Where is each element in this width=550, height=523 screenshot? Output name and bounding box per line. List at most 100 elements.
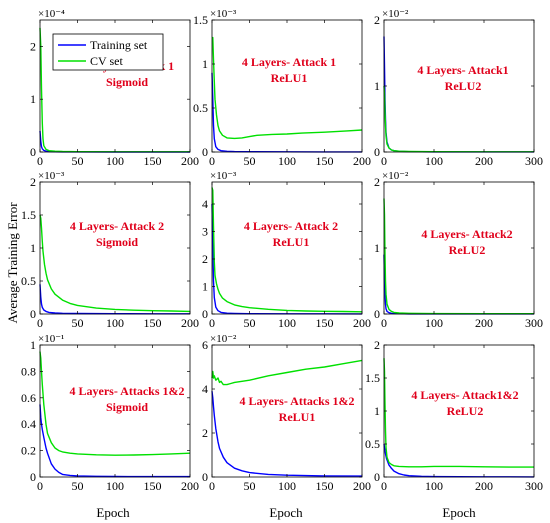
y-axis-label: Average Training Error bbox=[5, 202, 20, 324]
training-series-line bbox=[211, 391, 363, 477]
y-tick-label: 0.6 bbox=[21, 391, 36, 405]
training-series-line bbox=[383, 443, 535, 478]
x-tick-label: 50 bbox=[72, 479, 84, 493]
y-tick-label: 1 bbox=[202, 57, 208, 71]
y-tick-label: 1 bbox=[30, 92, 36, 106]
panel-annotation: 4 Layers- Attack 1 bbox=[242, 55, 336, 69]
y-exponent-label: ×10⁻² bbox=[382, 170, 409, 182]
y-tick-label: 0 bbox=[202, 470, 208, 484]
x-tick-label: 0 bbox=[381, 316, 387, 330]
x-tick-label: 150 bbox=[144, 154, 162, 168]
y-tick-label: 0.2 bbox=[21, 444, 36, 458]
y-tick-label: 1 bbox=[30, 338, 36, 352]
x-tick-label: 50 bbox=[72, 316, 84, 330]
y-tick-label: 1 bbox=[374, 79, 380, 93]
subplot-1-2: 0 50 100 150 200 0 0.5 1 1.5 ×10⁻³ 4 Layers- Attac… bbox=[193, 8, 371, 168]
legend: Training set CV set bbox=[52, 33, 164, 71]
x-tick-label: 200 bbox=[475, 479, 493, 493]
panel-annotation: 4 Layers- Attack2 bbox=[421, 227, 512, 241]
y-tick-label: 1 bbox=[202, 280, 208, 294]
y-tick-label: 0 bbox=[374, 307, 380, 321]
y-tick-label: 2 bbox=[202, 252, 208, 266]
x-tick-label: 200 bbox=[181, 154, 199, 168]
legend-training-label: Training set bbox=[90, 38, 148, 52]
plot-area bbox=[40, 182, 190, 314]
panel-annotation: 4 Layers- Attack 2 bbox=[244, 219, 338, 233]
plot-area bbox=[212, 20, 362, 152]
x-tick-label: 200 bbox=[181, 316, 199, 330]
y-tick-label: 0 bbox=[374, 145, 380, 159]
x-tick-label: 100 bbox=[425, 479, 443, 493]
training-series-line bbox=[39, 404, 190, 478]
subplot-1-3: 0 100 200 300 0 1 2 ×10⁻² 4 Layers- Attack1 ReLU2 bbox=[374, 8, 543, 168]
legend-box bbox=[52, 33, 164, 71]
panel-annotation: Sigmoid bbox=[96, 235, 138, 249]
panel-annotation: ReLU1 bbox=[273, 235, 310, 249]
panel-annotation: 4 Layers- Attack1 bbox=[417, 63, 508, 77]
x-axis-label-col3: Epoch bbox=[442, 505, 476, 520]
x-tick-label: 50 bbox=[244, 479, 256, 493]
cv-series-line bbox=[39, 351, 191, 456]
panel-annotation: ReLU1 bbox=[279, 410, 316, 424]
y-tick-label: 1.5 bbox=[193, 13, 208, 27]
x-tick-label: 300 bbox=[525, 479, 543, 493]
legend-cv-label: CV set bbox=[90, 54, 123, 68]
cv-series-line bbox=[39, 214, 191, 313]
x-tick-label: 150 bbox=[144, 479, 162, 493]
y-tick-label: 1.5 bbox=[21, 208, 36, 222]
y-exponent-label: ×10⁻³ bbox=[210, 170, 237, 182]
y-tick-label: 2 bbox=[30, 39, 36, 53]
y-tick-label: 1 bbox=[374, 404, 380, 418]
y-tick-label: 0.5 bbox=[365, 437, 380, 451]
y-tick-label: 0 bbox=[202, 307, 208, 321]
y-tick-label: 0 bbox=[374, 470, 380, 484]
subplot-2-1: 0 50 100 150 200 0 0.5 1 1.5 2 ×10⁻³ 4 Layers- Atta… bbox=[21, 170, 199, 330]
y-tick-label: 6 bbox=[202, 338, 208, 352]
y-tick-label: 0.5 bbox=[21, 274, 36, 288]
panel-annotation: ReLU2 bbox=[447, 404, 484, 418]
cv-series-line bbox=[211, 187, 363, 313]
x-tick-label: 50 bbox=[72, 154, 84, 168]
x-tick-label: 150 bbox=[316, 154, 334, 168]
y-tick-label: 1 bbox=[374, 241, 380, 255]
x-tick-label: 100 bbox=[425, 316, 443, 330]
x-tick-label: 50 bbox=[244, 316, 256, 330]
x-tick-label: 200 bbox=[181, 479, 199, 493]
y-tick-label: 0 bbox=[30, 470, 36, 484]
x-tick-label: 300 bbox=[525, 154, 543, 168]
subplot-3-1: 0 50 100 150 200 0 0.2 0.4 0.6 0.8 1 ×10⁻¹ 4 Layers-… bbox=[21, 333, 199, 493]
panel-annotation: ReLU2 bbox=[449, 243, 486, 257]
cv-series-line bbox=[383, 198, 534, 315]
x-tick-label: 100 bbox=[106, 479, 124, 493]
y-exponent-label: ×10⁻⁴ bbox=[38, 8, 65, 20]
y-tick-label: 2 bbox=[30, 175, 36, 189]
cv-series-line bbox=[212, 36, 363, 140]
panel-annotation: Sigmoid bbox=[106, 400, 148, 414]
x-tick-label: 100 bbox=[425, 154, 443, 168]
x-tick-label: 0 bbox=[209, 154, 215, 168]
x-tick-label: 150 bbox=[144, 316, 162, 330]
plot-area bbox=[384, 20, 534, 152]
y-tick-label: 2 bbox=[374, 13, 380, 27]
x-tick-label: 150 bbox=[316, 479, 334, 493]
plot-area bbox=[384, 345, 534, 477]
y-tick-label: 1 bbox=[30, 241, 36, 255]
x-axis-label-col1: Epoch bbox=[96, 505, 130, 520]
x-tick-label: 200 bbox=[353, 479, 371, 493]
x-tick-label: 0 bbox=[37, 316, 43, 330]
x-tick-label: 0 bbox=[37, 479, 43, 493]
x-tick-label: 0 bbox=[209, 479, 215, 493]
cv-series-line bbox=[383, 358, 534, 468]
y-tick-label: 0.8 bbox=[21, 364, 36, 378]
x-tick-label: 150 bbox=[316, 316, 334, 330]
x-tick-label: 100 bbox=[278, 154, 296, 168]
x-tick-label: 50 bbox=[244, 154, 256, 168]
y-tick-label: 0.5 bbox=[193, 101, 208, 115]
x-tick-label: 100 bbox=[278, 479, 296, 493]
x-tick-label: 100 bbox=[106, 154, 124, 168]
subplot-3-3: 0 100 200 300 0 0.5 1 1.5 2 4 Layers- Attack1&2 Re… bbox=[365, 338, 543, 493]
panel-annotation: 4 Layers- Attacks 1&2 bbox=[240, 394, 355, 408]
plot-area bbox=[212, 182, 362, 314]
